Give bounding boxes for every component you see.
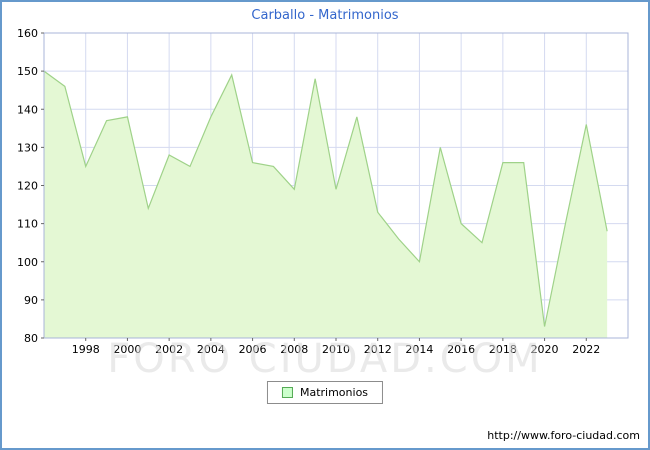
y-tick-label: 140 (17, 103, 38, 116)
y-tick-label: 90 (24, 294, 38, 307)
y-tick-label: 110 (17, 218, 38, 231)
x-tick-label: 2010 (322, 343, 350, 356)
legend: Matrimonios (266, 381, 384, 404)
x-tick-label: 2016 (447, 343, 475, 356)
y-tick-label: 100 (17, 256, 38, 269)
chart-title: Carballo - Matrimonios (251, 8, 399, 23)
line-series (43, 70, 608, 327)
x-tick-label: 2018 (489, 343, 517, 356)
x-tick-label: 2020 (531, 343, 559, 356)
area-series (44, 71, 608, 338)
x-tick-label: 2004 (197, 343, 225, 356)
y-tick-label: 150 (17, 65, 38, 78)
legend-label: Matrimonios (299, 386, 369, 399)
y-tick-label: 80 (24, 332, 38, 345)
source-url: http://www.foro-ciudad.com (487, 429, 640, 442)
x-tick-label: 2014 (405, 343, 433, 356)
y-tick-label: 160 (17, 27, 38, 40)
x-tick-label: 2022 (572, 343, 600, 356)
y-tick-label: 130 (17, 141, 38, 154)
legend-swatch-icon (281, 387, 293, 398)
x-tick-label: 1998 (72, 343, 100, 356)
x-tick-label: 2000 (113, 343, 141, 356)
x-tick-label: 2012 (364, 343, 392, 356)
y-tick-label: 120 (17, 180, 38, 193)
x-tick-label: 2002 (155, 343, 183, 356)
x-tick-label: 2006 (239, 343, 267, 356)
x-tick-label: 2008 (280, 343, 308, 356)
